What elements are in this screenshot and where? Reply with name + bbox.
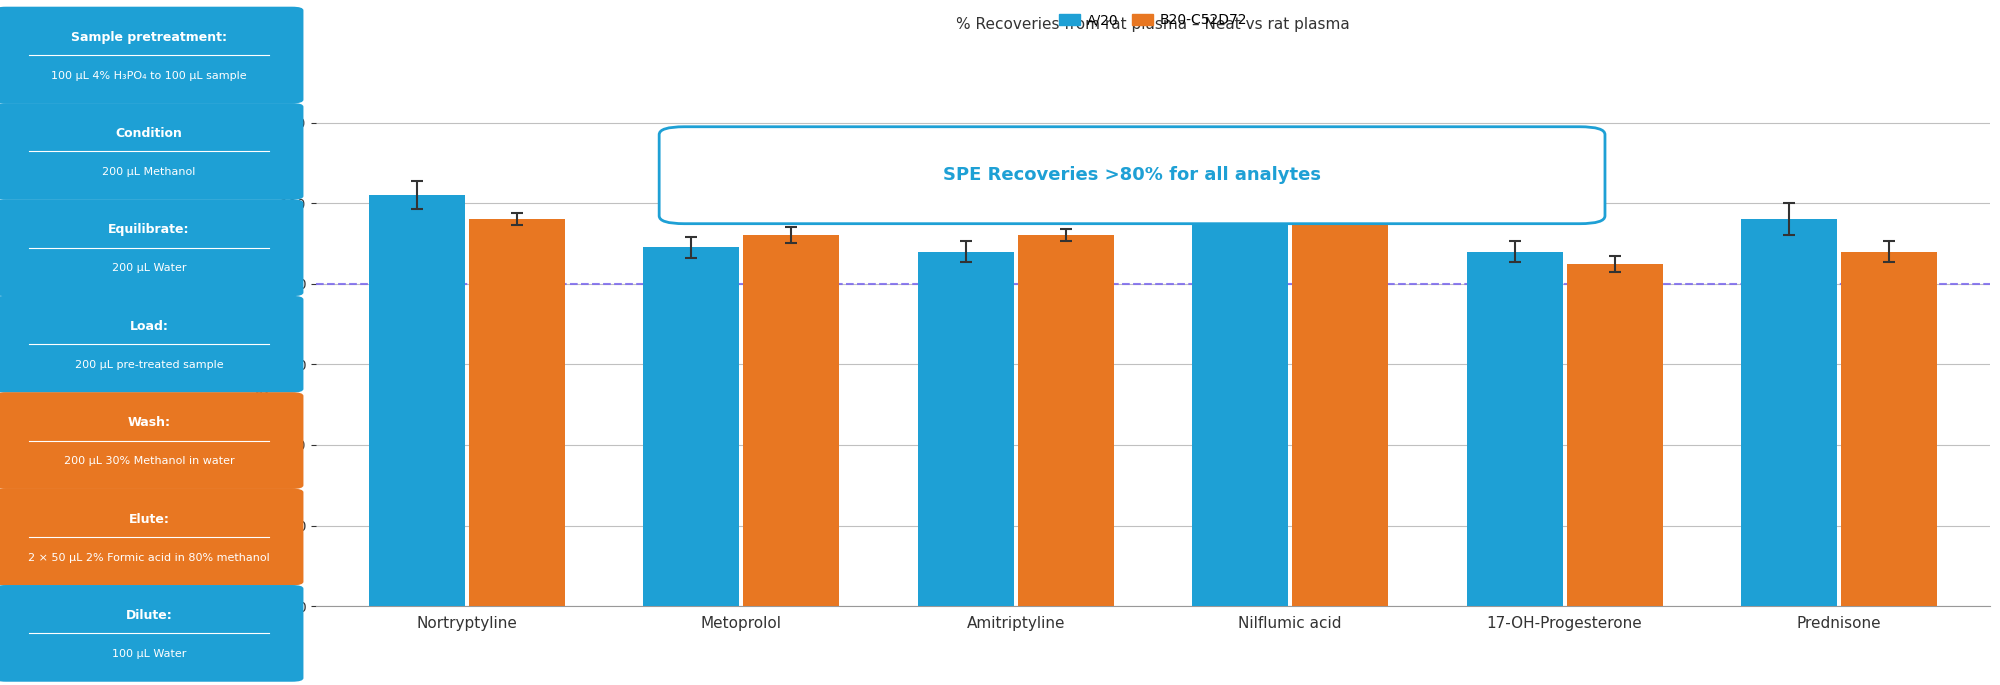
Bar [1740, 219, 1838, 606]
Text: Load:: Load: [130, 320, 168, 333]
Y-axis label: % Recoveries: % Recoveries [256, 292, 272, 396]
Text: Equilibrate:: Equilibrate: [108, 223, 190, 236]
Bar [744, 236, 840, 606]
Text: 200 μL pre-treated sample: 200 μL pre-treated sample [74, 360, 224, 370]
Text: Dilute:: Dilute: [126, 609, 172, 622]
FancyBboxPatch shape [0, 488, 304, 586]
Text: SPE Recoveries >80% for all analytes: SPE Recoveries >80% for all analytes [944, 166, 1322, 184]
Text: 200 μL 30% Methanol in water: 200 μL 30% Methanol in water [64, 456, 234, 466]
FancyBboxPatch shape [0, 103, 304, 200]
Text: Wash:: Wash: [128, 416, 170, 429]
FancyBboxPatch shape [0, 393, 304, 489]
Bar [468, 219, 566, 606]
Bar [1292, 215, 1388, 606]
FancyBboxPatch shape [660, 127, 1604, 224]
Legend: A/20, B20-C52D72: A/20, B20-C52D72 [1054, 8, 1252, 33]
Bar [1566, 264, 1662, 606]
FancyBboxPatch shape [0, 296, 304, 393]
Bar [1466, 251, 1562, 606]
Bar [1192, 175, 1288, 606]
Text: Condition: Condition [116, 127, 182, 140]
FancyBboxPatch shape [0, 7, 304, 103]
Bar [1842, 251, 1938, 606]
Text: 100 μL 4% H₃PO₄ to 100 μL sample: 100 μL 4% H₃PO₄ to 100 μL sample [52, 71, 246, 81]
Text: 200 μL Methanol: 200 μL Methanol [102, 167, 196, 177]
Text: Sample pretreatment:: Sample pretreatment: [72, 31, 228, 44]
Bar [644, 247, 740, 606]
Bar [918, 251, 1014, 606]
Bar [1018, 236, 1114, 606]
Bar [368, 195, 464, 606]
Text: Elute:: Elute: [128, 512, 170, 525]
Title: % Recoveries from rat plasma – Neat vs rat plasma: % Recoveries from rat plasma – Neat vs r… [956, 17, 1350, 32]
FancyBboxPatch shape [0, 585, 304, 682]
Text: 100 μL Water: 100 μL Water [112, 649, 186, 659]
Text: 200 μL Water: 200 μL Water [112, 264, 186, 273]
Text: 2 × 50 μL 2% Formic acid in 80% methanol: 2 × 50 μL 2% Formic acid in 80% methanol [28, 553, 270, 562]
FancyBboxPatch shape [0, 199, 304, 296]
